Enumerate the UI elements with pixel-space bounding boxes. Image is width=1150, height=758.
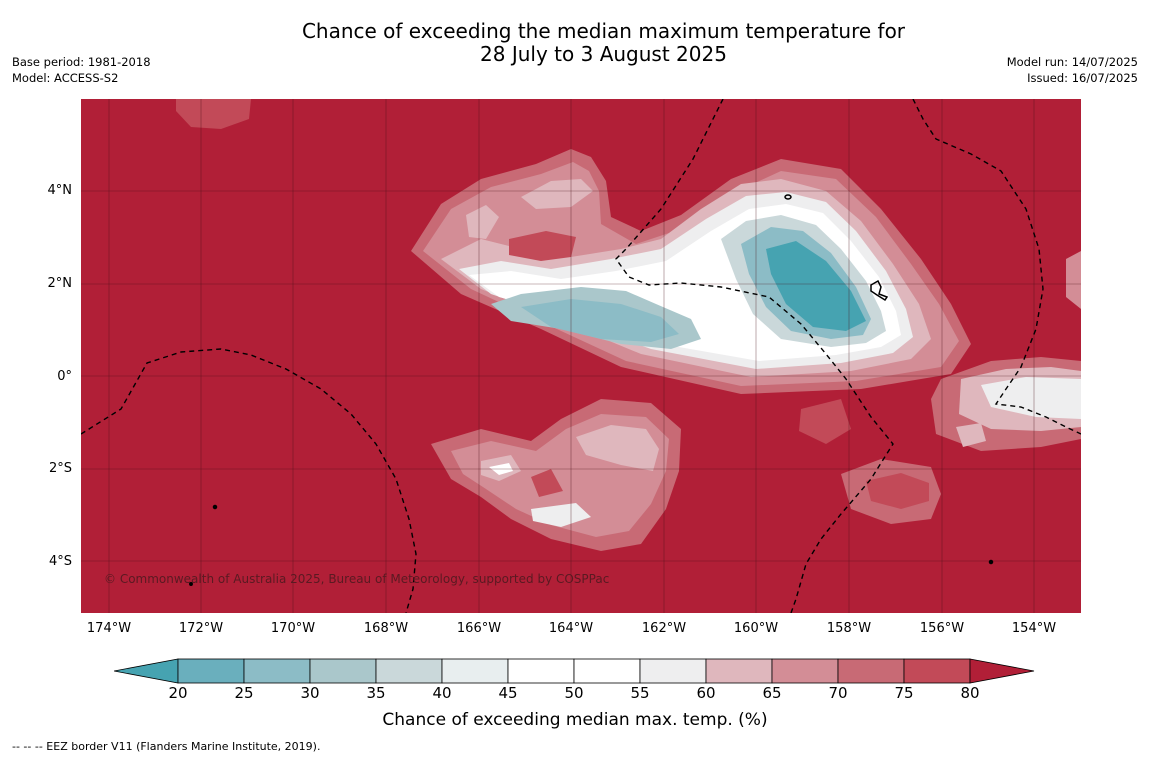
colorbar <box>113 657 1036 685</box>
lon-tick-160w: 160°W <box>733 621 779 636</box>
southern-anomaly <box>431 399 941 551</box>
lat-tick-4n: 4°N <box>47 183 73 198</box>
lon-tick-164w: 164°W <box>548 621 594 636</box>
colorbar-label: 55 <box>630 684 650 702</box>
copyright-notice: © Commonwealth of Australia 2025, Bureau… <box>104 572 610 586</box>
colorbar-bin <box>639 658 707 684</box>
eez-border-east <box>912 99 1081 435</box>
colorbar-label: 65 <box>762 684 782 702</box>
lon-tick-172w: 172°W <box>178 621 224 636</box>
lat-tick-4s: 4°S <box>48 554 72 569</box>
colorbar-bin <box>177 658 245 684</box>
colorbar-bin <box>573 658 641 684</box>
eastern-anomaly <box>931 251 1081 451</box>
colorbar-label: 80 <box>960 684 980 702</box>
map-title: Chance of exceeding the median maximum t… <box>0 20 1150 66</box>
colorbar-label: 45 <box>498 684 518 702</box>
graticule <box>81 99 1081 613</box>
colorbar-label: 60 <box>696 684 716 702</box>
colorbar-label: 50 <box>564 684 584 702</box>
contour-patch-north <box>176 99 251 129</box>
colorbar-bin <box>507 658 575 684</box>
lon-tick-170w: 170°W <box>270 621 316 636</box>
colorbar-label: 75 <box>894 684 914 702</box>
colorbar-bin <box>309 658 377 684</box>
island-small-1 <box>212 504 218 510</box>
colorbar-canvas <box>113 658 1035 684</box>
meta-left: Base period: 1981-2018 Model: ACCESS-S2 <box>12 54 151 86</box>
lat-tick-2s: 2°S <box>48 461 72 476</box>
lat-tick-0: 0° <box>57 369 72 384</box>
title-line-1: Chance of exceeding the median maximum t… <box>301 19 906 43</box>
island-teraina <box>784 194 792 200</box>
lon-tick-162w: 162°W <box>641 621 687 636</box>
model-run: Model run: 14/07/2025 <box>1006 55 1138 69</box>
island-small-3 <box>988 559 994 565</box>
island-kiritimati <box>870 279 889 302</box>
lon-tick-168w: 168°W <box>363 621 409 636</box>
colorbar-extension-low <box>113 658 179 684</box>
lon-tick-156w: 156°W <box>919 621 965 636</box>
lon-tick-158w: 158°W <box>826 621 872 636</box>
colorbar-bin <box>903 658 971 684</box>
colorbar-label: 35 <box>366 684 386 702</box>
lon-tick-154w: 154°W <box>1011 621 1057 636</box>
colorbar-bin <box>441 658 509 684</box>
issued-date: Issued: 16/07/2025 <box>1027 71 1138 85</box>
colorbar-label: 40 <box>432 684 452 702</box>
eez-border-line-islands <box>615 99 894 613</box>
model-name: Model: ACCESS-S2 <box>12 71 119 85</box>
colorbar-bin <box>705 658 773 684</box>
colorbar-bin <box>771 658 839 684</box>
colorbar-title: Chance of exceeding median max. temp. (%… <box>382 710 768 730</box>
base-period: Base period: 1981-2018 <box>12 55 151 69</box>
eez-borders <box>81 99 1081 613</box>
eez-legend-note: -- -- -- EEZ border V11 (Flanders Marine… <box>12 740 321 753</box>
meta-right: Model run: 14/07/2025 Issued: 16/07/2025 <box>1007 54 1138 86</box>
colorbar-label: 30 <box>300 684 320 702</box>
colorbar-extension-high <box>969 658 1035 684</box>
colorbar-label: 25 <box>234 684 254 702</box>
lat-tick-2n: 2°N <box>47 276 73 291</box>
colorbar-bin <box>375 658 443 684</box>
eez-border-kiribati-west <box>81 348 417 613</box>
colorbar-label: 70 <box>828 684 848 702</box>
lon-tick-166w: 166°W <box>456 621 502 636</box>
lon-tick-174w: 174°W <box>86 621 132 636</box>
island-small-2 <box>189 582 193 586</box>
colorbar-bin <box>243 658 311 684</box>
central-anomaly <box>411 149 971 394</box>
forecast-map <box>81 99 1081 613</box>
map-canvas <box>81 99 1081 613</box>
title-line-2: 28 July to 3 August 2025 <box>480 42 727 66</box>
colorbar-bin <box>837 658 905 684</box>
islands <box>189 194 994 586</box>
colorbar-label: 20 <box>168 684 188 702</box>
